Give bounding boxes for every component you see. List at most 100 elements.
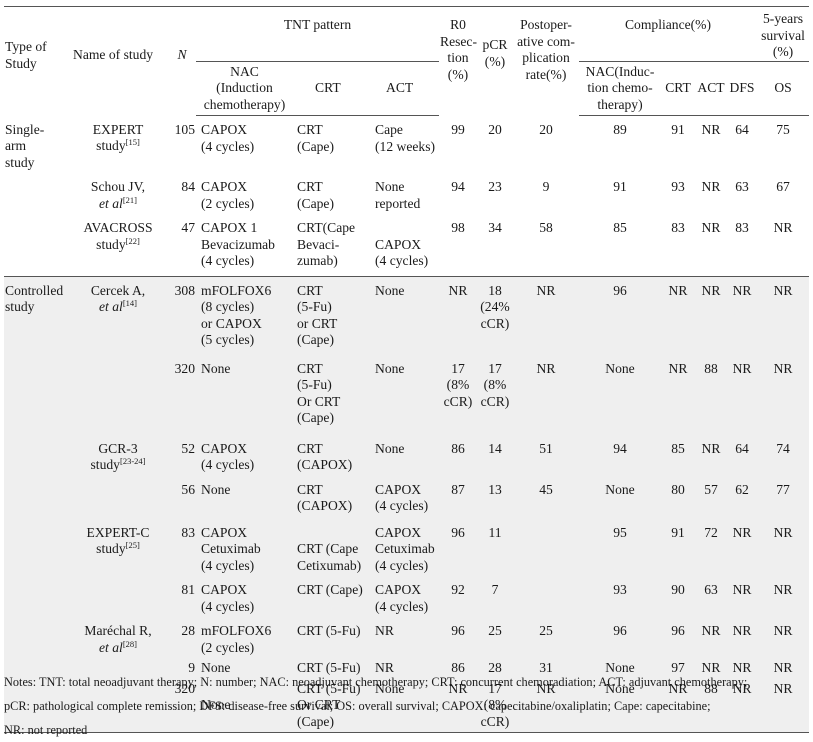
cell-compliance-act: NR	[701, 122, 721, 137]
cell-os: NR	[757, 578, 810, 619]
cell-r0-resection: 98	[451, 220, 465, 235]
cell-postoperative-complication: NR	[513, 275, 579, 357]
cell-type-of-study	[4, 578, 68, 619]
cell-crt: CRT (5-Fu)	[293, 658, 371, 679]
cell-os: NR	[757, 518, 810, 578]
table-row: Schou JV, et al[21] 84 CAPOX (2 cycles) CRT…	[4, 175, 809, 216]
cell-compliance-crt: 93	[671, 179, 685, 194]
cell-os: NR	[757, 275, 810, 357]
cell-nac: CAPOX (2 cycles)	[201, 179, 255, 211]
cell-dfs: 64	[727, 434, 758, 478]
cell-pcr: 7	[477, 578, 513, 619]
cell-n: 83	[168, 518, 196, 578]
cell-postoperative-complication: 20	[539, 121, 553, 137]
cell-crt: CRT (Cape Cetixumab)	[293, 518, 371, 578]
header-crt: CRT	[293, 61, 371, 116]
reference-superscript: [28]	[122, 638, 137, 649]
study-name-et-al: et al	[99, 639, 123, 655]
cell-dfs: 64	[735, 122, 749, 137]
cell-compliance-crt: 97	[661, 658, 695, 679]
cell-dfs: NR	[727, 658, 758, 679]
cell-r0-resection: 86	[439, 434, 477, 478]
cell-compliance-act: NR	[695, 658, 727, 679]
cell-pcr: 14	[477, 434, 513, 478]
cell-crt: CRT (CAPOX)	[293, 477, 371, 519]
cell-dfs: NR	[727, 356, 758, 435]
cell-compliance-crt: 91	[661, 518, 695, 578]
header-dfs: DFS	[727, 61, 758, 116]
cell-type-of-study	[4, 518, 68, 578]
table-row: GCR-3 study[23-24] 52 CAPOX (4 cycles) CRT …	[4, 434, 810, 478]
header-name-of-study: Name of study	[73, 47, 154, 62]
cell-dfs: NR	[727, 678, 758, 733]
cell-compliance-act: 88	[695, 678, 727, 733]
cell-nac: CAPOX 1 Bevacizumab (4 cycles)	[201, 220, 275, 268]
cell-postoperative-complication: 9	[542, 179, 550, 194]
cell-r0-resection: 94	[451, 179, 465, 194]
cell-compliance-nac: None	[579, 356, 661, 435]
cell-pcr: 17 (8% cCR)	[477, 678, 513, 733]
cell-n: 9	[168, 658, 196, 679]
header-compliance-crt: CRT	[661, 61, 695, 116]
cell-nac: CAPOX Cetuximab (4 cycles)	[196, 518, 293, 578]
study-name-text: Maréchal R,	[84, 623, 152, 638]
table-row: 9 None CRT (5-Fu) NR 86 28 31 None 97 NR NR NR	[4, 658, 810, 679]
cell-os: NR	[757, 619, 810, 658]
header-compliance-act: ACT	[695, 61, 727, 116]
cell-compliance-act: 57	[695, 477, 727, 519]
cell-dfs: NR	[727, 275, 758, 357]
cell-nac: mFOLFOX6 (8 cycles) or CAPOX (5 cycles)	[196, 275, 293, 357]
header-postoperative-complication: Postoper- ative com- plication rate(%)	[517, 17, 575, 82]
cell-compliance-act: 88	[695, 356, 727, 435]
cell-act: None	[371, 356, 439, 435]
notes-line-3: NR: not reported	[4, 723, 88, 737]
header-n: N	[177, 47, 187, 62]
cell-act: CAPOX (4 cycles)	[375, 236, 429, 269]
cell-compliance-act: 72	[695, 518, 727, 578]
cell-compliance-nac: 96	[579, 619, 661, 658]
cell-pcr: 13	[477, 477, 513, 519]
cell-nac: None	[196, 678, 293, 733]
cell-nac: mFOLFOX6 (2 cycles)	[196, 619, 293, 658]
cell-crt: CRT (Cape)	[293, 578, 371, 619]
cell-act: NR	[371, 619, 439, 658]
cell-crt: CRT (Cape)	[297, 179, 334, 211]
cell-r0-resection: 87	[439, 477, 477, 519]
cell-compliance-act: NR	[701, 220, 721, 235]
cell-postoperative-complication: 31	[513, 658, 579, 679]
reference-superscript: [23-24]	[119, 456, 146, 466]
cell-crt: CRT (Cape)	[297, 122, 334, 154]
cell-os: NR	[757, 356, 810, 435]
cell-act: Cape (12 weeks)	[375, 122, 436, 154]
cell-os: NR	[757, 678, 810, 733]
cell-study-name: EXPERT-C study[25]	[68, 518, 168, 578]
study-name-text: EXPERT study	[92, 121, 144, 154]
header-nac: NAC (Induction chemotherapy)	[196, 61, 293, 116]
header-type-of-study: Type of Study	[5, 39, 47, 71]
header-compliance: Compliance(%)	[579, 6, 758, 62]
cell-type-of-study	[4, 658, 68, 679]
cell-type-of-study	[4, 356, 68, 435]
header-r0-resection: R0 Resec- tion (%)	[440, 17, 477, 82]
cell-act: None	[371, 434, 439, 478]
study-name-text: Schou JV,	[90, 179, 146, 194]
cell-nac: None	[196, 477, 293, 519]
header-pcr: pCR (%)	[482, 37, 508, 69]
reference-superscript: [14]	[122, 298, 137, 308]
cell-n: 47	[181, 220, 195, 235]
cell-act: None	[371, 275, 439, 357]
cell-n: 28	[168, 619, 196, 658]
table-row: AVACROSS study[22] 47 CAPOX 1 Bevacizumab …	[4, 216, 809, 276]
cell-compliance-act: NR	[695, 619, 727, 658]
cell-r0-resection: 92	[439, 578, 477, 619]
reference-superscript: [15]	[125, 137, 140, 147]
notes-line-2: pCR: pathological complete remission; DF…	[4, 699, 711, 713]
cell-r0-resection: 96	[439, 518, 477, 578]
study-comparison-table-container: Type of Study Name of study N TNT patter…	[4, 6, 810, 733]
cell-act: None	[371, 678, 439, 733]
cell-crt: CRT (5-Fu) or CRT (Cape)	[293, 275, 371, 357]
cell-compliance-nac: None	[579, 658, 661, 679]
cell-study-name	[68, 658, 168, 679]
cell-compliance-crt: 83	[671, 220, 685, 235]
cell-postoperative-complication: NR	[513, 678, 579, 733]
